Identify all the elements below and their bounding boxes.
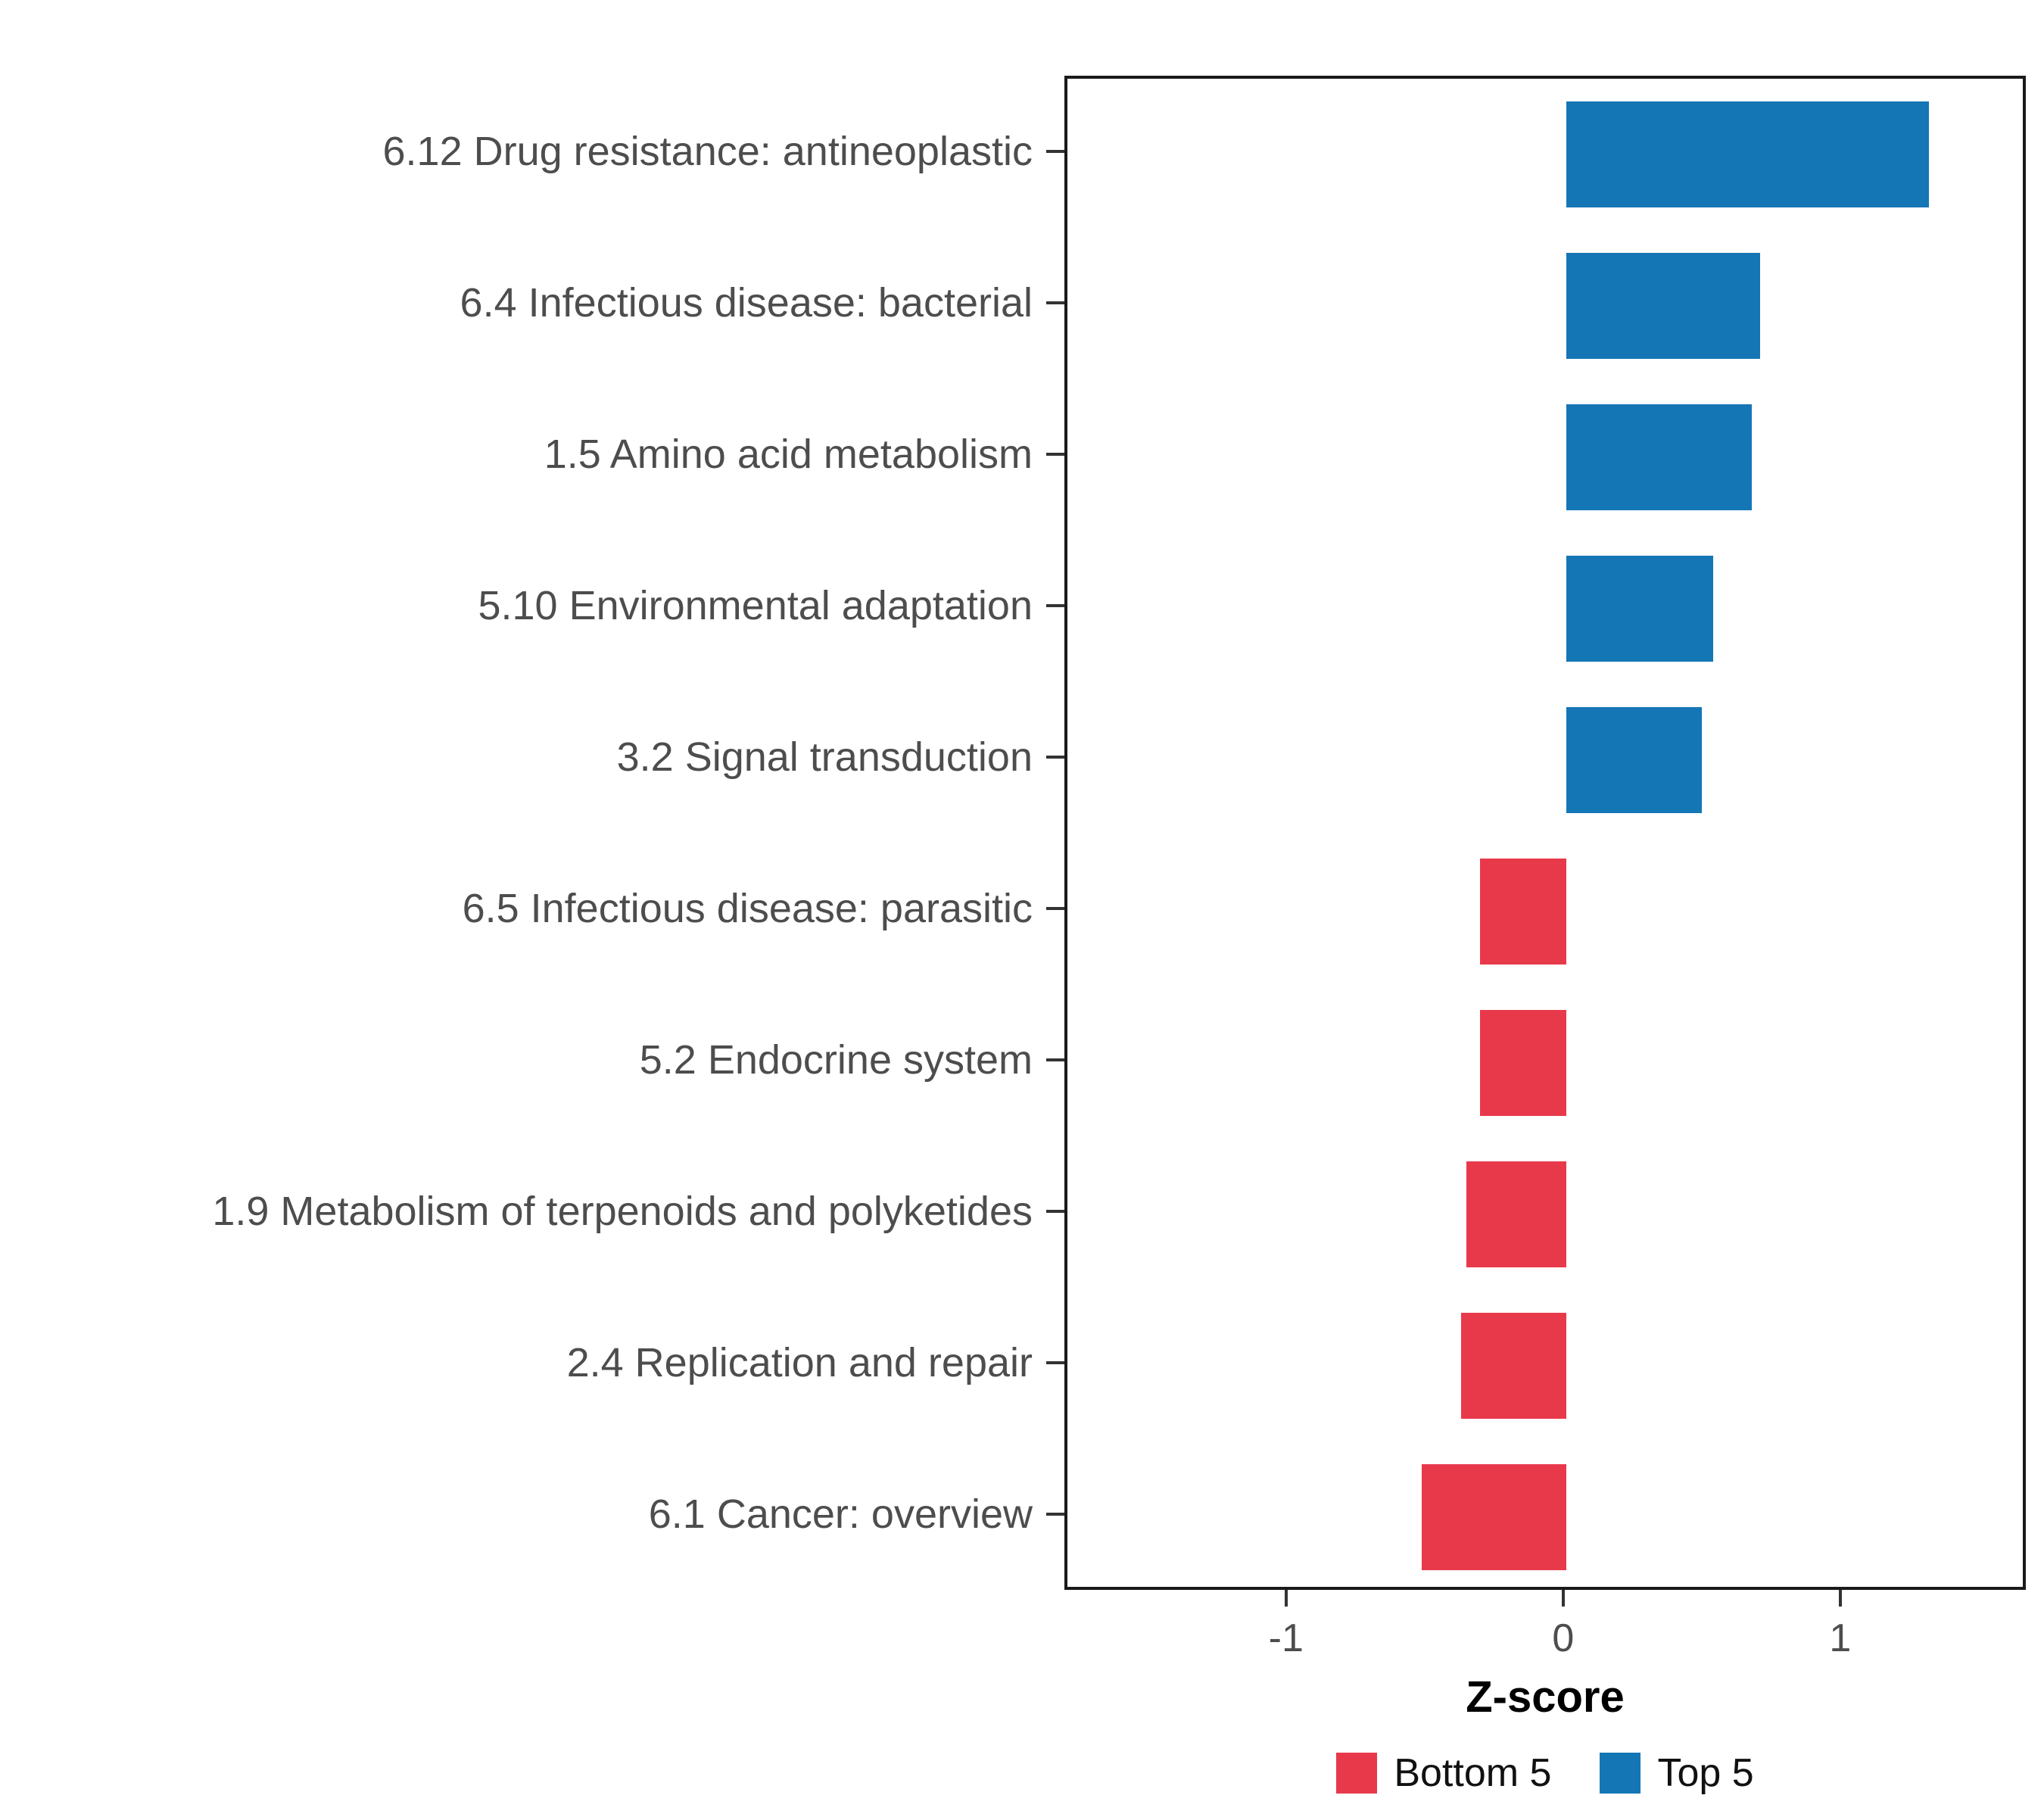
bar <box>1566 707 1703 813</box>
y-tick-mark <box>1046 150 1064 153</box>
bar <box>1466 1161 1566 1267</box>
y-tick-mark <box>1046 453 1064 456</box>
category-label: 2.4 Replication and repair <box>566 1340 1033 1385</box>
y-tick-mark <box>1046 1058 1064 1061</box>
y-tick-mark <box>1046 1361 1064 1364</box>
x-tick-mark <box>1838 1590 1842 1607</box>
category-label: 5.2 Endocrine system <box>639 1037 1033 1083</box>
category-label: 6.12 Drug resistance: antineoplastic <box>382 129 1033 174</box>
category-label: 6.4 Infectious disease: bacterial <box>460 280 1033 326</box>
legend-swatch-top-5 <box>1600 1753 1641 1794</box>
legend-label-bottom-5: Bottom 5 <box>1394 1751 1552 1795</box>
bar <box>1566 404 1752 510</box>
bar <box>1566 253 1760 359</box>
category-label: 3.2 Signal transduction <box>616 734 1033 780</box>
bar <box>1480 859 1566 965</box>
x-axis-title: Z-score <box>1466 1672 1625 1722</box>
x-tick-label: -1 <box>1268 1616 1304 1660</box>
x-tick-label: 0 <box>1552 1616 1575 1660</box>
category-label: 5.10 Environmental adaptation <box>478 583 1033 628</box>
y-tick-mark <box>1046 604 1064 607</box>
y-tick-mark <box>1046 1210 1064 1213</box>
legend-label-top-5: Top 5 <box>1657 1751 1754 1795</box>
legend: Bottom 5 Top 5 <box>1064 1743 2026 1803</box>
y-tick-mark <box>1046 756 1064 759</box>
legend-item-bottom-5: Bottom 5 <box>1336 1750 1551 1796</box>
x-tick-label: 1 <box>1829 1616 1852 1660</box>
category-label: 1.5 Amino acid metabolism <box>544 432 1033 477</box>
y-tick-mark <box>1046 907 1064 910</box>
y-tick-mark <box>1046 301 1064 304</box>
legend-item-top-5: Top 5 <box>1600 1750 1754 1796</box>
bar <box>1480 1010 1566 1116</box>
category-label: 6.5 Infectious disease: parasitic <box>462 886 1033 931</box>
bar <box>1422 1464 1566 1570</box>
y-axis-labels: 6.12 Drug resistance: antineoplastic 6.4 … <box>0 76 1040 1590</box>
plot-panel <box>1064 76 2026 1590</box>
y-tick-mark <box>1046 1513 1064 1516</box>
bars-layer <box>1067 79 2023 1587</box>
category-label: 6.1 Cancer: overview <box>648 1491 1033 1537</box>
bar <box>1566 556 1713 662</box>
bar <box>1566 101 1930 207</box>
category-label: 1.9 Metabolism of terpenoids and polyket… <box>212 1189 1033 1234</box>
x-tick-mark <box>1561 1590 1565 1607</box>
legend-swatch-bottom-5 <box>1336 1753 1378 1794</box>
x-tick-mark <box>1284 1590 1288 1607</box>
bar <box>1460 1313 1566 1419</box>
